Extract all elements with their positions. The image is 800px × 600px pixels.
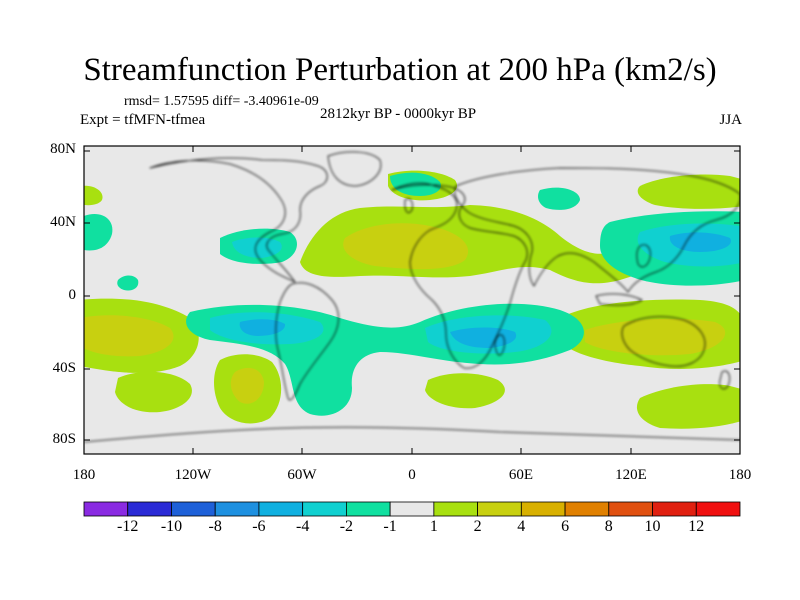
experiment-label: Expt = tfMFN-tfmea [80,112,206,128]
colorbar-swatch [258,501,304,517]
coastlines [84,151,740,443]
lon-label-0: 0 [408,467,416,483]
arctic-europe [390,172,441,196]
colorbar-swatch [608,501,653,517]
core-atlantic [343,223,469,270]
coast-europe-africa [391,182,528,369]
lon-label-60w: 60W [287,467,317,483]
lon-label-60e: 60E [508,467,534,483]
lat-label-0: 0 [68,287,77,303]
north-pacific-east [637,174,740,209]
negative-inner-layer [239,232,731,348]
colorbar-swatch [83,501,129,517]
colorbar-label: -12 [117,518,139,535]
coast-uk [404,198,413,214]
coast-indonesia [595,293,643,306]
colorbar-swatch [389,501,435,517]
colorbar-swatch [652,501,697,517]
colorbar-swatch [345,501,391,517]
north-west-pacific [84,185,103,206]
colorbar [83,501,741,517]
colorbar-label: -10 [160,518,183,535]
colorbar-label: -2 [339,518,354,535]
period-label: 2812kyr BP - 0000kyr BP [320,106,477,122]
colorbar-label: 8 [604,518,613,535]
coast-australia [621,316,706,367]
colorbar-label: -4 [296,518,310,535]
core-south-america [230,367,264,404]
lat-label-40n: 40N [50,214,76,230]
colorbar-swatch [695,501,741,517]
colorbar-swatch [433,501,478,517]
colorbar-swatch [127,501,172,517]
north-pacific-small [538,187,580,210]
axis-ticks [84,146,740,454]
lat-label-40s: 40S [52,360,76,376]
southern-ocean-east [636,384,740,429]
coast-antarctica [84,426,740,443]
colorbar-label: 4 [517,518,526,535]
colorbar-label: 10 [644,518,661,535]
colorbar-swatch [214,501,260,517]
positive-core-layer [84,223,726,404]
coast-japan [636,244,651,268]
lon-label-120e: 120E [615,467,647,483]
colorbar-label: -8 [208,518,222,535]
contour-field [84,146,740,454]
core-australia [585,318,726,356]
coast-asia [454,167,740,293]
colorbar-swatch [302,501,347,517]
colorbar-swatch [477,501,522,517]
colorbar-swatch [171,501,216,517]
lat-label-80s: 80S [52,431,76,447]
lon-label-180w: 180 [72,467,96,483]
coast-madagascar [494,334,505,356]
plot-title: Streamfunction Perturbation at 200 hPa (… [83,52,717,88]
indian-ocean-small [425,373,505,409]
south-pacific-small [115,371,192,413]
colorbar-swatch [564,501,610,517]
north-pacific-west [84,214,113,251]
coast-north-america [149,157,328,283]
lon-label-180e: 180 [728,467,752,483]
colorbar-label: 12 [688,518,705,535]
inner-pacific [239,319,286,336]
rmsd-stats: rmsd= 1.57595 diff= -3.40961e-09 [124,94,319,109]
colorbar-label: -6 [252,518,266,535]
colorbar-label: -1 [383,518,397,535]
coast-south-america [275,282,339,401]
season-label: JJA [719,112,742,128]
colorbar-label: 2 [473,518,482,535]
inner-east-asia [669,232,731,252]
colorbar-label: 6 [561,518,570,535]
colorbar-swatch [520,501,566,517]
coast-newzealand [719,370,731,390]
lon-label-120w: 120W [174,467,212,483]
inner-indian-ocean [450,327,517,348]
coast-greenland [327,151,382,187]
core-south-pacific [84,315,174,357]
core-caribbean [232,237,282,258]
colorbar-label: 1 [429,518,438,535]
lat-label-80n: 80N [50,141,76,157]
small-blob-pacific [117,275,139,291]
